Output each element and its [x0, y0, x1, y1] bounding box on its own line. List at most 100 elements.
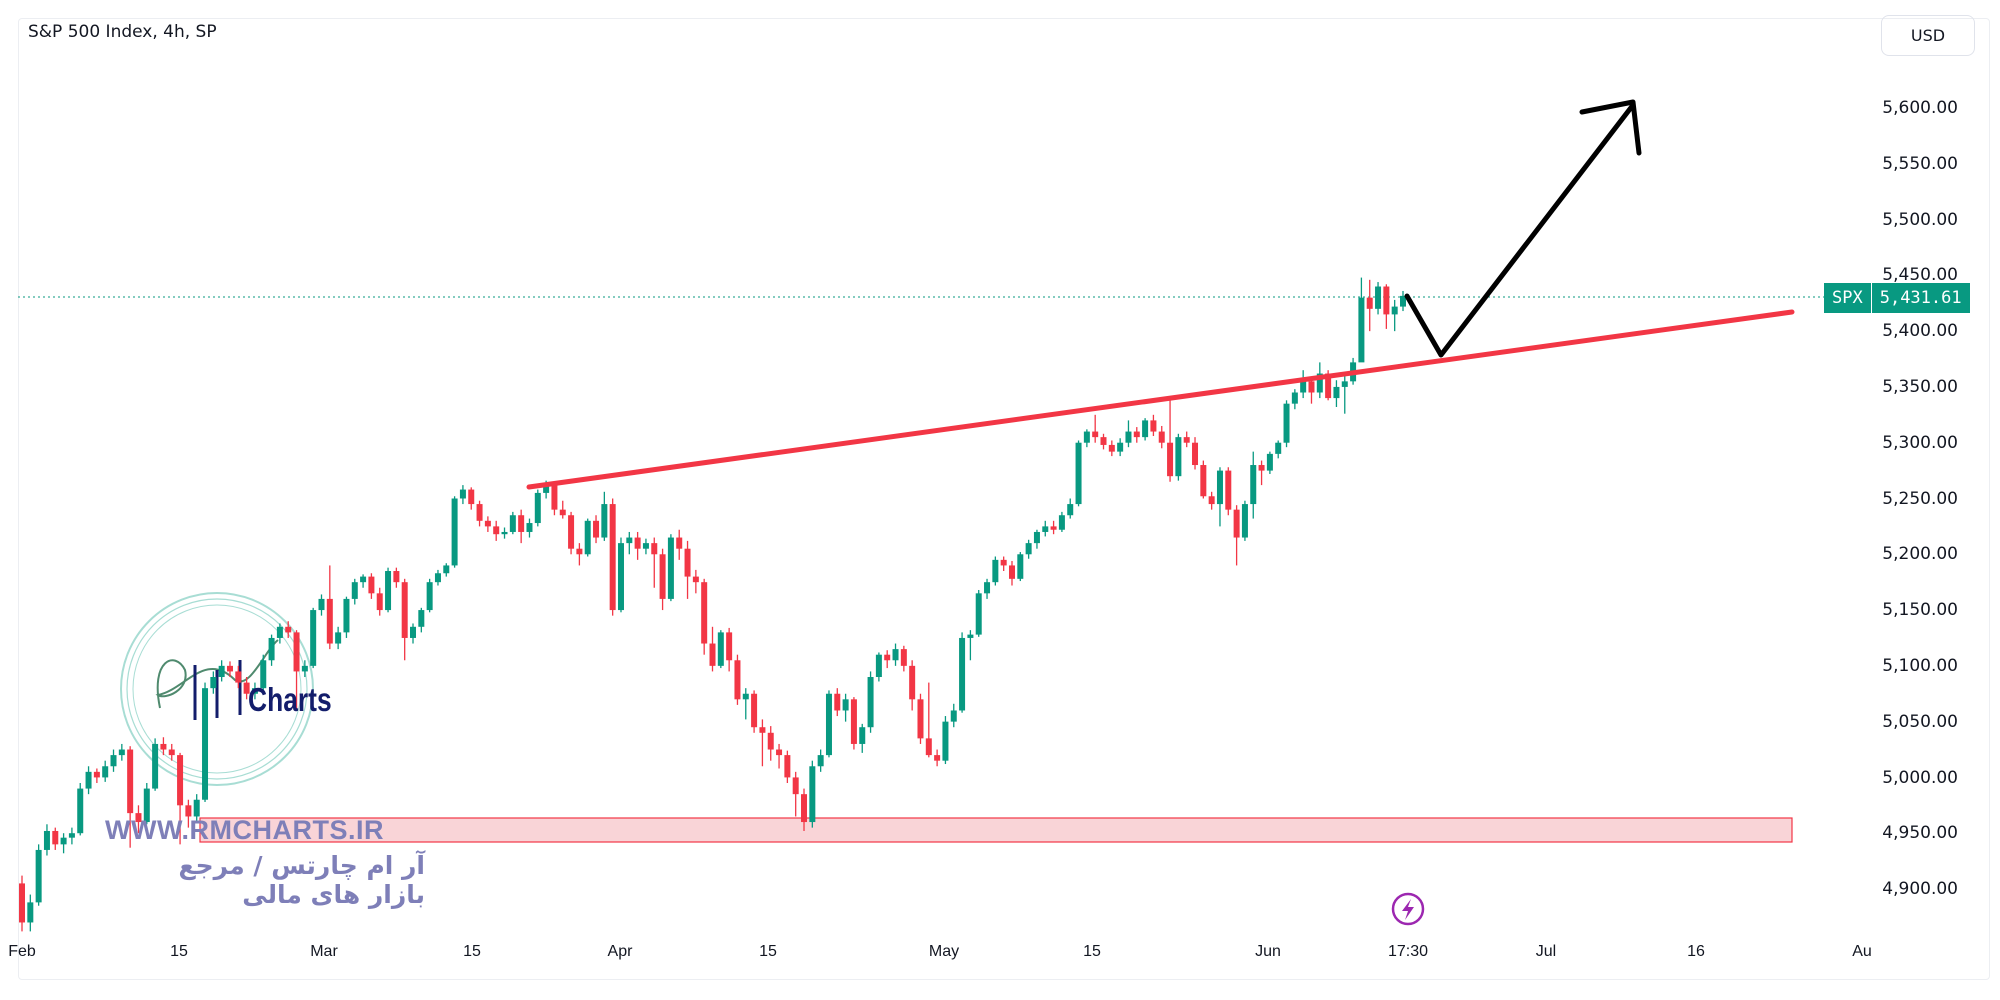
candle-body	[925, 738, 932, 756]
candle	[1358, 277, 1365, 363]
candle	[1383, 284, 1390, 329]
candle	[626, 531, 633, 555]
candle	[742, 688, 749, 720]
candle-body	[19, 883, 25, 923]
price-tick: 5,300.00	[1882, 432, 1958, 453]
time-tick: 15	[170, 943, 188, 960]
candle	[235, 665, 242, 689]
price-tick: 5,400.00	[1882, 321, 1958, 342]
last-price-value: 5,431.61	[1871, 283, 1970, 313]
candle	[1233, 505, 1240, 566]
candle	[817, 749, 824, 772]
time-tick: 15	[463, 943, 481, 960]
candle-body	[742, 693, 749, 700]
watermark-tagline: آر ام چارتس / مرجع بازار های مالی	[178, 851, 425, 909]
candle-body	[967, 634, 974, 638]
candle	[410, 623, 417, 644]
candle-body	[1183, 437, 1190, 443]
time-tick: Apr	[607, 943, 633, 960]
candle	[1000, 556, 1007, 572]
candle	[1125, 420, 1132, 448]
candle-body	[193, 799, 200, 817]
candle	[1192, 437, 1199, 470]
candle-body	[43, 830, 50, 850]
candle	[276, 623, 283, 644]
candle	[368, 573, 375, 599]
candle-body	[1241, 504, 1248, 538]
candle-body	[202, 688, 209, 800]
candle-body	[210, 677, 217, 689]
candle	[393, 567, 400, 588]
candle-body	[584, 520, 591, 555]
last-price-label: SPX 5,431.61	[1824, 283, 1970, 313]
candle-body	[77, 788, 84, 834]
candle-body	[1075, 442, 1082, 505]
candle	[942, 716, 949, 765]
candle-body	[1233, 509, 1240, 538]
candle-body	[85, 771, 92, 789]
candle-body	[534, 492, 541, 524]
candle-body	[393, 571, 400, 583]
candle	[609, 498, 616, 616]
chart-panel[interactable]	[18, 18, 1990, 980]
price-tick: 5,500.00	[1882, 209, 1958, 230]
candle-body	[734, 660, 741, 700]
candle-body	[859, 727, 866, 744]
candle	[451, 496, 458, 568]
candle-body	[900, 649, 907, 666]
price-tick: 5,600.00	[1882, 98, 1958, 118]
candle-body	[468, 489, 475, 505]
time-tick: Feb	[8, 943, 36, 960]
candle-body	[1192, 442, 1199, 466]
candle	[1108, 440, 1115, 457]
candle	[434, 569, 441, 586]
event-lightning-icon[interactable]	[1391, 892, 1425, 926]
price-tick: 5,550.00	[1882, 153, 1958, 174]
candle-body	[1167, 442, 1174, 477]
candle-body	[443, 565, 450, 574]
candle	[568, 511, 575, 555]
candle-body	[52, 830, 59, 845]
candle-body	[1258, 465, 1265, 471]
candle	[376, 587, 383, 616]
candle	[385, 567, 392, 613]
candle-body	[143, 788, 150, 823]
candle	[967, 630, 974, 661]
candle-body	[410, 626, 417, 638]
candle	[102, 760, 109, 782]
candle	[509, 511, 516, 535]
candle-body	[884, 654, 891, 661]
candle-body	[984, 582, 991, 594]
candle	[251, 682, 258, 700]
candle-body	[185, 805, 192, 817]
candle-body	[318, 598, 325, 611]
candle	[642, 538, 649, 555]
candle	[867, 671, 874, 733]
candle	[859, 723, 866, 753]
candle-body	[426, 582, 433, 611]
candle-body	[418, 610, 425, 627]
candle	[1216, 467, 1223, 527]
candle	[992, 556, 999, 586]
watermark-ring	[120, 592, 314, 786]
candle-body	[784, 755, 791, 778]
candle	[293, 630, 300, 711]
candle	[950, 703, 957, 728]
candle-body	[118, 749, 125, 756]
currency-button[interactable]: USD	[1881, 15, 1975, 56]
candle-body	[559, 509, 566, 516]
candle-body	[1325, 373, 1332, 399]
candle-body	[992, 559, 999, 583]
support-zone[interactable]	[199, 817, 1793, 843]
resistance-trendline[interactable]	[526, 309, 1795, 490]
candle-body	[751, 693, 758, 728]
candle	[360, 574, 367, 588]
candle	[617, 537, 624, 613]
candle-body	[801, 794, 808, 823]
candle-body	[651, 543, 658, 555]
candle-body	[1250, 465, 1257, 505]
candle-body	[93, 771, 100, 778]
candle-body	[1067, 504, 1074, 516]
projection-arrow[interactable]	[1404, 102, 1636, 358]
